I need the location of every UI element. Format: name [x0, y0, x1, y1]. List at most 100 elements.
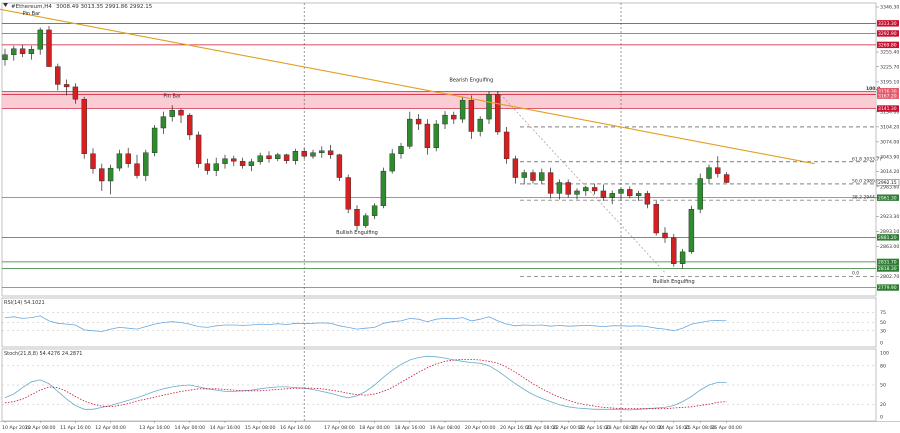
bull-candle-body [609, 193, 615, 198]
candle[interactable] [503, 127, 510, 164]
candle[interactable] [310, 149, 316, 159]
fib-diagonal[interactable] [497, 91, 666, 273]
candle[interactable] [398, 142, 404, 159]
candle[interactable] [63, 79, 70, 96]
candle[interactable] [107, 164, 114, 195]
candle[interactable] [512, 155, 519, 184]
candle[interactable] [187, 113, 193, 140]
candle[interactable] [547, 167, 554, 199]
candle[interactable] [231, 155, 237, 167]
rsi-panel[interactable]: 75 50 30 0 RSI(14) 54.1021 [2, 300, 886, 347]
candle[interactable] [706, 164, 712, 184]
chevron-down-icon[interactable] [3, 3, 8, 7]
candle[interactable] [389, 148, 395, 174]
candle[interactable] [125, 147, 131, 168]
candle[interactable] [380, 167, 387, 209]
candle[interactable] [635, 190, 642, 201]
bear-candle-body [90, 153, 96, 169]
candle[interactable] [407, 111, 413, 149]
candle[interactable] [644, 190, 651, 209]
candle[interactable] [46, 25, 52, 67]
candle[interactable] [565, 179, 571, 198]
candle[interactable] [424, 119, 431, 155]
candle[interactable] [99, 163, 105, 191]
candle[interactable] [28, 45, 35, 60]
candle[interactable] [662, 227, 668, 243]
candle[interactable] [292, 148, 299, 165]
candle[interactable] [169, 105, 175, 122]
candle[interactable] [301, 147, 307, 159]
candle[interactable] [160, 111, 167, 134]
candle[interactable] [477, 116, 483, 137]
candle[interactable] [336, 153, 343, 182]
candle[interactable] [591, 183, 598, 195]
candle[interactable] [583, 185, 589, 196]
candle[interactable] [354, 205, 360, 231]
candle[interactable] [539, 168, 545, 184]
candle[interactable] [195, 131, 202, 168]
candle[interactable] [116, 149, 123, 172]
candle[interactable] [204, 158, 211, 175]
candle[interactable] [671, 233, 677, 267]
candle[interactable] [81, 96, 87, 159]
candle[interactable] [37, 27, 43, 55]
candle[interactable] [442, 111, 448, 129]
candle[interactable] [151, 125, 158, 157]
candle[interactable] [530, 169, 536, 184]
candle[interactable] [679, 248, 686, 269]
rsi-series-line[interactable] [4, 315, 727, 332]
main-chart-layer[interactable]: Pin Bar Pin Bar Bearish Engulfing Bullish E… [0, 0, 815, 285]
candle[interactable] [609, 190, 615, 205]
stoch-series-line[interactable] [4, 355, 727, 411]
candle[interactable] [371, 203, 378, 220]
candle[interactable] [222, 154, 228, 169]
candles[interactable] [2, 25, 730, 269]
candle[interactable] [72, 83, 79, 104]
candle[interactable] [2, 48, 8, 66]
candle[interactable] [19, 44, 26, 58]
candle[interactable] [319, 146, 325, 158]
candle[interactable] [11, 45, 17, 61]
candle[interactable] [55, 63, 61, 91]
candle[interactable] [556, 179, 563, 200]
candle[interactable] [697, 173, 703, 214]
candle[interactable] [486, 91, 492, 125]
candle[interactable] [451, 111, 457, 125]
candle[interactable] [213, 157, 219, 177]
candle[interactable] [178, 108, 184, 124]
price-tick-label: 2923.30 [880, 214, 899, 220]
candle[interactable] [415, 114, 422, 130]
candle[interactable] [715, 156, 721, 178]
candle[interactable] [618, 187, 624, 200]
price-level-tag-label: 3313.30 [878, 21, 897, 27]
candle[interactable] [327, 144, 334, 159]
time-tick-label: 24 Apr 16:00 [659, 425, 690, 431]
candle[interactable] [653, 200, 659, 236]
candle[interactable] [143, 149, 149, 182]
candle[interactable] [90, 148, 96, 174]
candle[interactable] [239, 157, 246, 169]
candle[interactable] [574, 188, 580, 200]
candle[interactable] [688, 205, 695, 254]
bear-candle-body [723, 174, 730, 183]
candle[interactable] [433, 120, 439, 152]
candle[interactable] [257, 152, 263, 165]
candle[interactable] [468, 95, 475, 139]
resistance-zone[interactable] [2, 91, 876, 109]
candle[interactable] [134, 154, 140, 179]
candle[interactable] [627, 186, 633, 199]
candle[interactable] [363, 213, 369, 229]
candle[interactable] [459, 96, 466, 124]
candle[interactable] [248, 158, 255, 172]
candle[interactable] [495, 91, 501, 135]
candle[interactable] [275, 152, 281, 162]
stochastic-panel[interactable]: 100 80 50 20 0 Stoch(21,8,8) 54.4276 24.2871 [2, 351, 889, 421]
candle[interactable] [600, 184, 607, 201]
candle[interactable] [521, 169, 527, 185]
candle[interactable] [266, 151, 272, 163]
candle[interactable] [345, 174, 351, 214]
candle[interactable] [723, 172, 730, 183]
descending-trendline[interactable] [0, 0, 815, 165]
candle[interactable] [283, 153, 290, 164]
